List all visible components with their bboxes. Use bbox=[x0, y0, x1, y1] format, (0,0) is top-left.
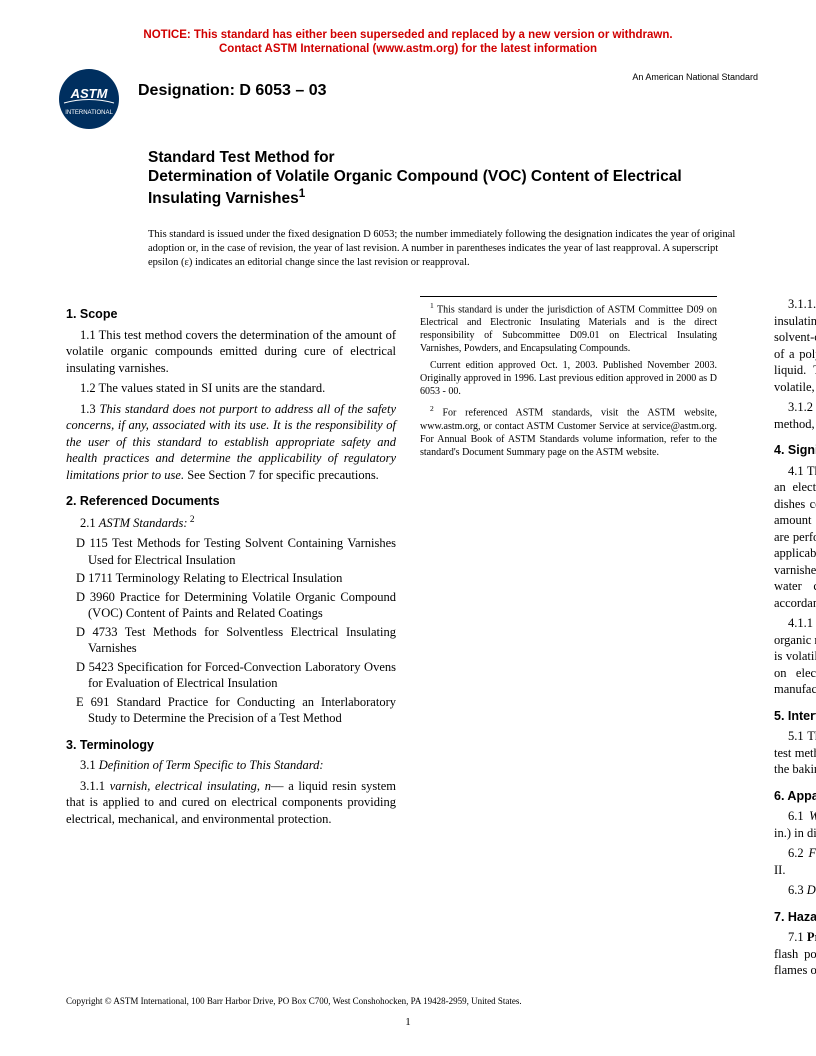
svg-text:INTERNATIONAL: INTERNATIONAL bbox=[65, 110, 113, 116]
para-3-1: 3.1 Definition of Term Specific to This … bbox=[66, 757, 396, 774]
svg-text:ASTM: ASTM bbox=[70, 86, 109, 101]
section-7-head: 7. Hazards bbox=[774, 909, 816, 926]
footnote-1: 1 This standard is under the jurisdictio… bbox=[420, 301, 717, 355]
para-6-3: 6.3 Desiccator. bbox=[774, 882, 816, 899]
title-line1: Standard Test Method for bbox=[148, 148, 736, 167]
para-7-1: 7.1 Precaution—Do not use varnish at tem… bbox=[774, 929, 816, 979]
section-3-head: 3. Terminology bbox=[66, 737, 396, 754]
para-5-1: 5.1 The amount of volatile organic conte… bbox=[774, 728, 816, 778]
para-4-1: 4.1 This test method determines the vola… bbox=[774, 463, 816, 612]
notice-line1: NOTICE: This standard has either been su… bbox=[143, 29, 672, 41]
body-columns: 1. Scope 1.1 This test method covers the… bbox=[66, 296, 750, 980]
notice-banner: NOTICE: This standard has either been su… bbox=[0, 28, 816, 57]
para-1-2: 1.2 The values stated in SI units are th… bbox=[66, 380, 396, 397]
ref-doc: D 115 Test Methods for Testing Solvent C… bbox=[66, 535, 396, 568]
section-2-head: 2. Referenced Documents bbox=[66, 493, 396, 510]
para-6-2: 6.2 Forced-Convection Oven, see Specific… bbox=[774, 845, 816, 878]
footnote-1b: Current edition approved Oct. 1, 2003. P… bbox=[420, 359, 717, 398]
page-number: 1 bbox=[0, 1016, 816, 1028]
title-block: Standard Test Method for Determination o… bbox=[148, 148, 736, 208]
para-6-1: 6.1 Weighing Dishes, aluminum, approxima… bbox=[774, 808, 816, 841]
designation-label: Designation: D 6053 – 03 bbox=[138, 82, 327, 100]
ref-doc: D 4733 Test Methods for Solventless Elec… bbox=[66, 624, 396, 657]
section-6-head: 6. Apparatus bbox=[774, 788, 816, 805]
ref-doc: D 5423 Specification for Forced-Convecti… bbox=[66, 659, 396, 692]
footnotes: 1 This standard is under the jurisdictio… bbox=[420, 296, 717, 459]
copyright-line: Copyright © ASTM International, 100 Barr… bbox=[66, 996, 750, 1006]
para-1-3: 1.3 This standard does not purport to ad… bbox=[66, 401, 396, 484]
issuance-note: This standard is issued under the fixed … bbox=[148, 228, 736, 271]
notice-line2: Contact ASTM International (www.astm.org… bbox=[219, 43, 597, 55]
ref-doc: D 1711 Terminology Relating to Electrica… bbox=[66, 570, 396, 587]
document-header: ASTM INTERNATIONAL Designation: D 6053 –… bbox=[58, 68, 758, 132]
astm-logo: ASTM INTERNATIONAL bbox=[58, 68, 120, 130]
para-3-1-1: 3.1.1 varnish, electrical insulating, n—… bbox=[66, 778, 396, 828]
ref-doc: E 691 Standard Practice for Conducting a… bbox=[66, 694, 396, 727]
ans-label: An American National Standard bbox=[632, 72, 758, 82]
para-3-1-1-1: 3.1.1.1 Discussion—There are two types o… bbox=[774, 296, 816, 395]
para-2-1: 2.1 ASTM Standards: 2 bbox=[66, 514, 396, 532]
para-1-1: 1.1 This test method covers the determin… bbox=[66, 327, 396, 377]
para-4-1-1: 4.1.1 During the cure of electrical insu… bbox=[774, 615, 816, 698]
footnote-2: 2 For referenced ASTM standards, visit t… bbox=[420, 404, 717, 458]
para-3-1-2: 3.1.2 For definitions of other terms per… bbox=[774, 399, 816, 432]
ref-doc: D 3960 Practice for Determining Volatile… bbox=[66, 589, 396, 622]
title-line2: Determination of Volatile Organic Compou… bbox=[148, 167, 736, 208]
section-4-head: 4. Significance and Use bbox=[774, 442, 816, 459]
section-5-head: 5. Interferences bbox=[774, 708, 816, 725]
section-1-head: 1. Scope bbox=[66, 306, 396, 323]
